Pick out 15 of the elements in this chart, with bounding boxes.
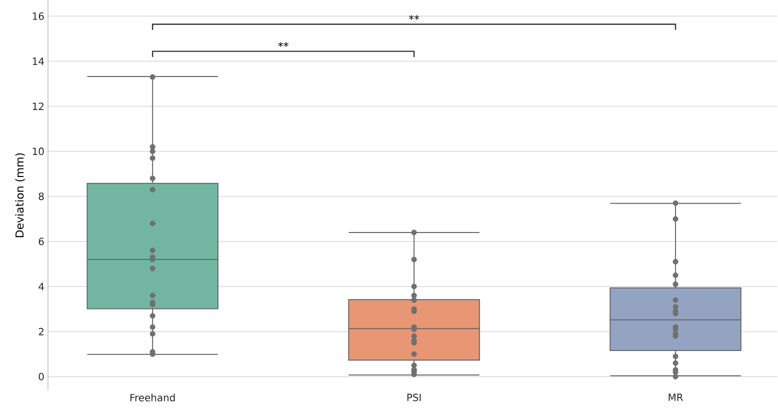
y-tick-label: 6 [38,238,44,246]
annotation: ** [408,14,420,20]
y-tick-label: 4 [38,282,44,290]
y-tick-label: 0 [38,372,44,380]
y-axis-title: Deviation (mm) [15,153,25,237]
y-tick-label: 8 [38,192,44,200]
y-tick-label: 12 [32,102,44,110]
y-tick-label: 2 [38,328,44,336]
y-tick-label: 16 [32,12,44,20]
annotation: ** [278,42,288,47]
y-tick-label: 10 [32,147,44,156]
x-tick-label: Freehand [130,394,175,402]
y-tick-label: 14 [32,58,44,65]
x-tick-label: MR [668,394,683,401]
x-tick-label: PSI [407,394,421,402]
